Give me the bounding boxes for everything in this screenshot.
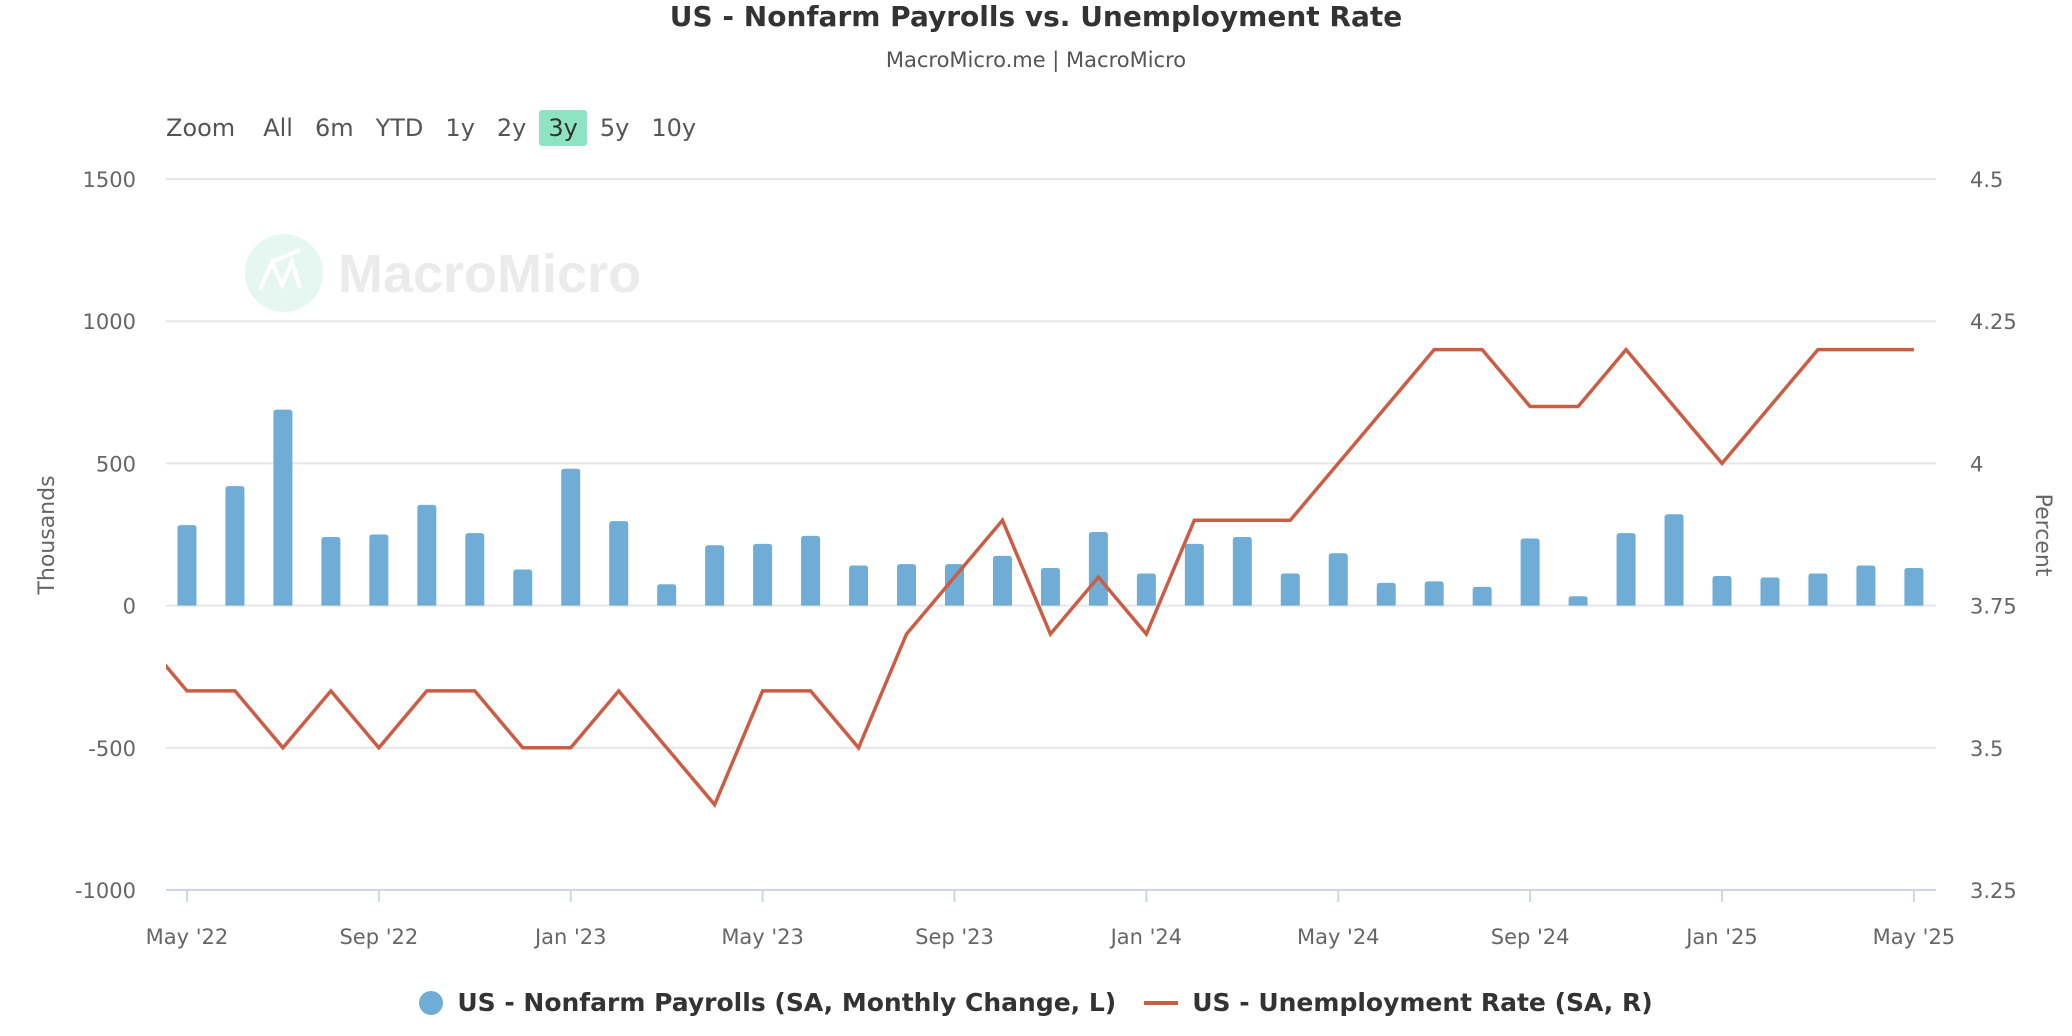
bar-payrolls (1424, 581, 1444, 606)
x-tick-label: Jan '23 (533, 925, 607, 949)
zoom-button-2y[interactable]: 2y (496, 114, 527, 142)
bar-payrolls (1520, 538, 1540, 606)
bar-payrolls (1184, 543, 1204, 606)
legend-label-unemployment: US - Unemployment Rate (SA, R) (1192, 988, 1653, 1017)
bar-payrolls (801, 535, 821, 606)
x-tick-label: Sep '23 (915, 925, 994, 949)
y-left-axis-title: Thousands (35, 475, 60, 595)
bar-payrolls (944, 564, 964, 606)
bar-payrolls (1904, 568, 1924, 606)
y-right-tick-label: 3.5 (1970, 737, 2003, 761)
bar-payrolls (609, 521, 629, 606)
x-tick-label: Sep '24 (1491, 925, 1570, 949)
zoom-button-ytd[interactable]: YTD (375, 114, 424, 142)
bar-payrolls (1616, 533, 1636, 606)
x-tick-label: May '24 (1297, 925, 1380, 949)
bar-payrolls (1664, 514, 1684, 606)
watermark-logo-icon (245, 234, 323, 312)
zoom-button-3y[interactable]: 3y (539, 110, 587, 146)
legend-item-unemployment[interactable]: US - Unemployment Rate (SA, R) (1144, 988, 1653, 1017)
chart-title: US - Nonfarm Payrolls vs. Unemployment R… (669, 0, 1403, 33)
zoom-button-10y[interactable]: 10y (651, 114, 697, 142)
bar-payrolls (177, 525, 197, 606)
legend: US - Nonfarm Payrolls (SA, Monthly Chang… (0, 988, 2072, 1017)
bar-payrolls (753, 543, 773, 606)
y-left-tick-label: 500 (96, 452, 136, 476)
bar-payrolls (657, 584, 677, 606)
bar-payrolls (225, 486, 245, 606)
y-right-tick-label: 4 (1970, 452, 1983, 476)
y-right-tick-label: 3.75 (1970, 595, 2017, 619)
zoom-button-all[interactable]: All (263, 114, 293, 142)
bar-payrolls (1712, 576, 1732, 606)
legend-marker-unemployment (1144, 1000, 1179, 1005)
bar-payrolls (1472, 586, 1492, 606)
legend-item-payrolls[interactable]: US - Nonfarm Payrolls (SA, Monthly Chang… (419, 988, 1116, 1017)
bar-payrolls (1856, 565, 1876, 606)
bar-payrolls (465, 533, 485, 606)
x-tick-label: May '25 (1873, 925, 1956, 949)
bar-payrolls (417, 504, 437, 606)
bar-payrolls (1040, 568, 1060, 606)
bar-payrolls (1376, 582, 1396, 606)
zoom-button-5y[interactable]: 5y (599, 114, 630, 142)
range-selector: Zoom All 6m YTD 1y 2y 3y 5y 10y (166, 110, 709, 146)
zoom-button-6m[interactable]: 6m (314, 114, 354, 142)
watermark-logo-glyph-icon (258, 248, 302, 291)
y-right-tick-label: 4.25 (1970, 310, 2017, 334)
bar-payrolls (321, 537, 341, 606)
legend-label-payrolls: US - Nonfarm Payrolls (SA, Monthly Chang… (457, 988, 1117, 1017)
zoom-button-1y[interactable]: 1y (445, 114, 475, 142)
y-left-tick-label: 0 (123, 595, 136, 619)
bar-payrolls (1760, 577, 1780, 606)
bar-payrolls (1808, 573, 1828, 606)
bar-payrolls (513, 569, 533, 606)
bar-payrolls (273, 409, 293, 606)
bar-payrolls (1088, 531, 1108, 606)
bar-payrolls (992, 555, 1012, 606)
watermark-text: MacroMicro (338, 244, 641, 304)
y-left-tick-label: 1500 (83, 168, 136, 192)
bar-payrolls (369, 534, 389, 606)
y-left-tick-label: 1000 (83, 310, 136, 334)
y-left-tick-label: -1000 (75, 879, 136, 903)
x-tick-label: May '23 (721, 925, 804, 949)
bar-payrolls (1280, 573, 1300, 606)
bar-payrolls (897, 564, 917, 606)
bar-payrolls (1232, 537, 1252, 606)
chart-subtitle: MacroMicro.me | MacroMicro (885, 48, 1187, 72)
line-unemployment (166, 346, 1914, 808)
legend-marker-payrolls (419, 990, 444, 1015)
y-right-tick-label: 4.5 (1970, 168, 2003, 192)
x-tick-label: Jan '24 (1109, 925, 1183, 949)
bar-payrolls (561, 468, 581, 606)
y-left-tick-label: -500 (88, 737, 136, 761)
bar-payrolls (1328, 553, 1348, 606)
x-tick-label: May '22 (146, 925, 229, 949)
bar-payrolls (705, 545, 725, 606)
y-right-axis-title: Percent (2030, 494, 2055, 577)
zoom-label: Zoom (166, 114, 236, 142)
x-tick-label: Jan '25 (1684, 925, 1758, 949)
bar-payrolls (1136, 573, 1156, 606)
bar-payrolls (849, 565, 869, 606)
x-tick-label: Sep '22 (339, 925, 418, 949)
y-right-tick-label: 3.25 (1970, 879, 2017, 903)
bar-payrolls (1568, 596, 1588, 606)
